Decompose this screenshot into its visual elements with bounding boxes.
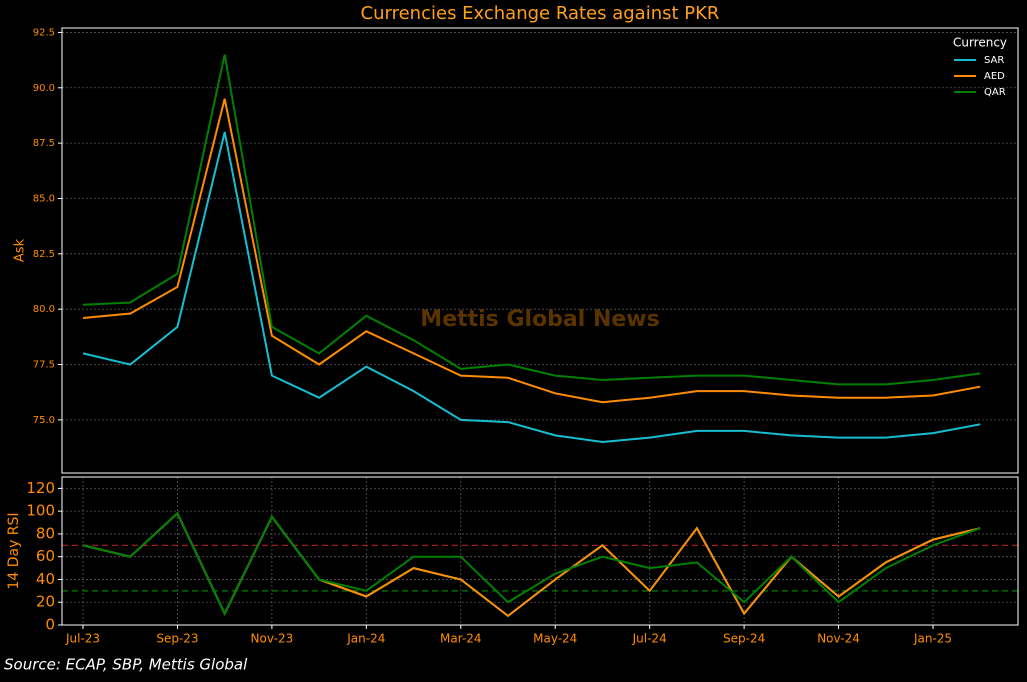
x-tick-label: May-24	[533, 632, 577, 646]
y-tick-label: 75.0	[33, 415, 55, 426]
legend-label: SAR	[984, 55, 1004, 66]
y-tick-label: 60	[36, 547, 55, 565]
line-series	[82, 54, 981, 386]
y-tick-label: 87.5	[33, 138, 55, 149]
y-tick-label: 80.0	[33, 304, 55, 315]
line-series	[82, 511, 981, 616]
x-tick-label: Nov-24	[817, 632, 860, 646]
y-tick-label: 100	[26, 502, 55, 520]
y-tick-label: 85.0	[33, 193, 55, 204]
x-tick-label: Sep-23	[156, 632, 198, 646]
y-tick-label: 20	[36, 593, 55, 611]
legend-label: AED	[984, 71, 1005, 82]
x-tick-label: Sep-24	[723, 632, 765, 646]
x-tick-label: Jul-24	[632, 632, 667, 646]
y-tick-label: 90.0	[33, 83, 55, 94]
y-axis-label: Ask	[13, 238, 28, 262]
legend-title: Currency	[953, 36, 1007, 50]
y-tick-label: 80	[36, 524, 55, 542]
x-tick-label: Jul-23	[65, 632, 100, 646]
x-tick-label: Jan-25	[913, 632, 952, 646]
plot-frame	[61, 27, 1019, 474]
legend-label: QAR	[984, 87, 1006, 98]
y-tick-label: 120	[26, 479, 55, 497]
chart-title: Currencies Exchange Rates against PKR	[361, 3, 720, 24]
x-tick-label: Mar-24	[440, 632, 481, 646]
y-tick-label: 92.5	[33, 27, 55, 38]
y-tick-label: 40	[36, 570, 55, 588]
y-tick-label: 0	[45, 616, 55, 634]
watermark: Mettis Global News	[420, 307, 659, 332]
y-axis-label: 14 Day RSI	[6, 512, 22, 589]
line-series	[82, 98, 981, 404]
x-tick-label: Jan-24	[346, 632, 385, 646]
y-tick-label: 82.5	[33, 249, 55, 260]
line-series	[82, 131, 981, 444]
source: Source: ECAP, SBP, Mettis Global	[4, 656, 248, 674]
y-tick-label: 77.5	[33, 360, 55, 371]
plot-frame	[61, 476, 1019, 626]
x-tick-label: Nov-23	[251, 632, 294, 646]
